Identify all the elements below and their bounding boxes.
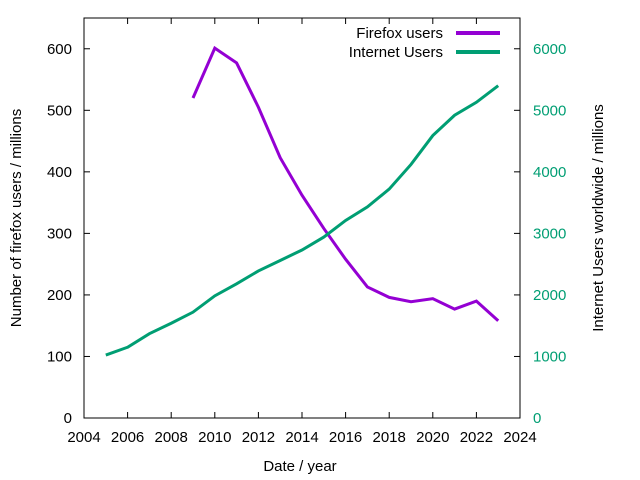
y-tick-label: 0 <box>64 410 72 427</box>
y2-tick-label: 3000 <box>533 225 566 242</box>
y2-tick-label: 4000 <box>533 164 566 181</box>
y-tick-label: 200 <box>47 287 72 304</box>
x-tick-label: 2022 <box>460 429 493 446</box>
y2-axis-label: Internet Users worldwide / millions <box>590 104 607 332</box>
plot-frame <box>83 17 521 419</box>
y2-tick-label: 0 <box>533 410 541 427</box>
x-tick-label: 2012 <box>242 429 275 446</box>
y2-tick-label: 1000 <box>533 348 566 365</box>
y-tick-label: 300 <box>47 225 72 242</box>
legend-label: Firefox users <box>356 25 443 42</box>
x-tick-label: 2004 <box>67 429 100 446</box>
x-tick-label: 2014 <box>285 429 318 446</box>
x-tick-label: 2020 <box>416 429 449 446</box>
x-tick-label: 2024 <box>503 429 536 446</box>
series-line-0 <box>191 45 500 322</box>
series-line-1 <box>105 84 500 357</box>
y-tick-label: 400 <box>47 164 72 181</box>
y-tick-label: 100 <box>47 348 72 365</box>
y-tick-label: 500 <box>47 102 72 119</box>
y2-tick-label: 6000 <box>533 41 566 58</box>
x-tick-label: 2010 <box>198 429 231 446</box>
y2-tick-label: 2000 <box>533 287 566 304</box>
x-axis-label: Date / year <box>263 458 336 475</box>
y-tick-label: 600 <box>47 41 72 58</box>
legend-label: Internet Users <box>349 44 443 61</box>
y-axis-label: Number of firefox users / millions <box>8 109 25 327</box>
x-tick-label: 2018 <box>373 429 406 446</box>
x-tick-label: 2008 <box>155 429 188 446</box>
y2-tick-label: 5000 <box>533 102 566 119</box>
x-tick-label: 2006 <box>111 429 144 446</box>
x-tick-label: 2016 <box>329 429 362 446</box>
